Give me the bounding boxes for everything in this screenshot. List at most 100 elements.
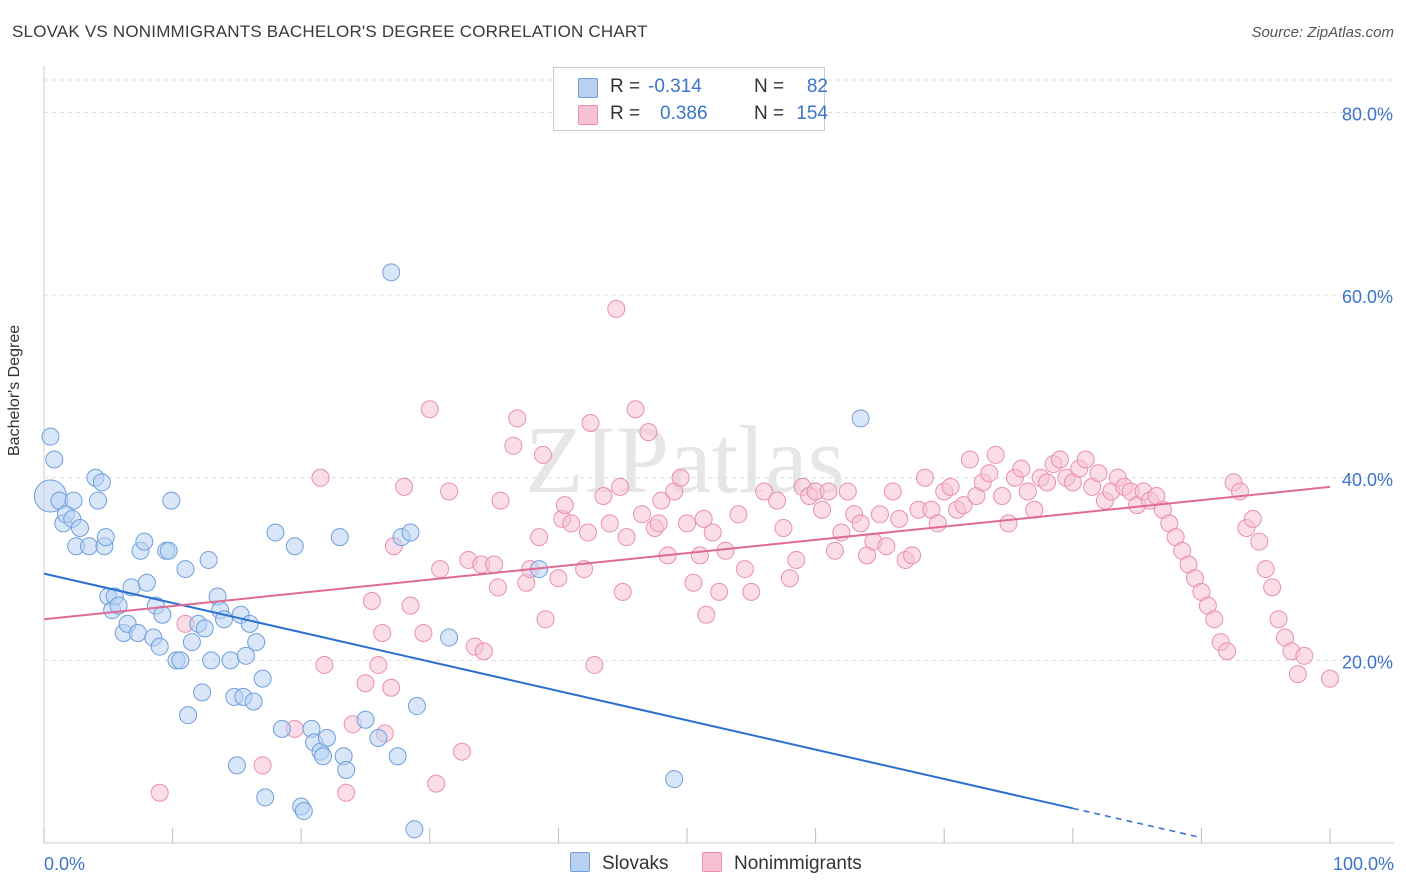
slovaks-trend-extension [1072,807,1202,839]
nonimmigrants-point [697,605,716,624]
slovaks-trend-line [43,572,1074,810]
bottom-legend-slovaks: Slovaks [570,852,669,876]
nonimmigrants-point [452,742,471,761]
slovaks-point [253,669,272,688]
nonimmigrants-point [1250,532,1269,551]
bottom-legend-label-slovaks: Slovaks [602,853,669,874]
slovaks-point [221,651,240,670]
nonimmigrants-point [562,514,581,533]
nonimmigrants-point [1012,459,1031,478]
bottom-legend-nonimmigrants: Nonimmigrants [702,852,862,876]
slovaks-point [227,756,246,775]
slovaks-point [665,770,684,789]
nonimmigrants-point [825,541,844,560]
nonimmigrants-point [150,783,169,802]
slovaks-point [247,633,266,652]
legend-n-label: N = [754,76,785,97]
slovaks-point [401,523,420,542]
nonimmigrants-trend-line [43,485,1331,621]
slovaks-point [182,633,201,652]
nonimmigrants-point [1025,500,1044,519]
slovaks-point [162,491,181,510]
nonimmigrants-point [611,477,630,496]
legend-r-value: 0.386 [660,103,708,124]
nonimmigrants-point [555,496,574,515]
nonimmigrants-point [626,400,645,419]
nonimmigrants-point [993,487,1012,506]
slovaks-point [89,491,108,510]
nonimmigrants-point [787,550,806,569]
slovaks-point [317,728,336,747]
nonimmigrants-point [491,491,510,510]
slovaks-point [150,637,169,656]
nonimmigrants-point [607,299,626,318]
legend-box: R = -0.314 N = 82 R = 0.386 N = 154 [553,67,828,131]
nonimmigrants-point [549,569,568,588]
slovaks-point [179,706,198,725]
legend-n-value: 154 [796,103,828,124]
nonimmigrants-points [150,299,1339,802]
nonimmigrants-point [690,546,709,565]
nonimmigrants-point [395,477,414,496]
nonimmigrants-point [431,560,450,579]
nonimmigrants-point [649,514,668,533]
slovaks-point [71,518,90,537]
slovaks-point [330,528,349,547]
slovaks-point [314,747,333,766]
y-tick-label: 40.0% [1342,470,1393,490]
y-tick-label: 20.0% [1342,652,1393,672]
nonimmigrants-point [581,413,600,432]
nonimmigrants-point [1038,473,1057,492]
slovaks-point [159,541,178,560]
nonimmigrants-point [1050,450,1069,469]
nonimmigrants-point [928,514,947,533]
nonimmigrants-point [710,582,729,601]
nonimmigrants-point [729,505,748,524]
slovaks-point [176,560,195,579]
nonimmigrants-point [1076,450,1095,469]
nonimmigrants-point [774,518,793,537]
slovaks-point [153,605,172,624]
nonimmigrants-point [508,409,527,428]
nonimmigrants-point [362,592,381,611]
nonimmigrants-point [742,582,761,601]
slovaks-point [294,802,313,821]
slovaks-point [195,619,214,638]
legend-swatch-slovaks [578,78,598,98]
nonimmigrants-point [694,509,713,528]
nonimmigrants-point [594,487,613,506]
y-tick-label: 80.0% [1342,105,1393,125]
slovaks-point [337,760,356,779]
nonimmigrants-point [1321,669,1339,688]
nonimmigrants-point [1018,482,1037,501]
nonimmigrants-point [1256,560,1275,579]
nonimmigrants-point [373,623,392,642]
nonimmigrants-point [533,445,552,464]
nonimmigrants-point [382,678,401,697]
nonimmigrants-point [755,482,774,501]
slovaks-point [92,473,111,492]
nonimmigrants-point [485,555,504,574]
nonimmigrants-point [1205,610,1224,629]
nonimmigrants-point [420,400,439,419]
nonimmigrants-point [474,642,493,661]
slovaks-point [96,528,115,547]
nonimmigrants-point [315,655,334,674]
nonimmigrants-point [337,783,356,802]
slovaks-point [45,450,64,469]
nonimmigrants-point [890,509,909,528]
nonimmigrants-point [877,537,896,556]
slovaks-point [388,747,407,766]
nonimmigrants-point [617,528,636,547]
nonimmigrants-point [838,482,857,501]
nonimmigrants-point [652,491,671,510]
nonimmigrants-point [356,674,375,693]
bottom-legend-swatch-nonimmigrants [702,852,722,872]
slovaks-point [851,409,870,428]
nonimmigrants-point [684,573,703,592]
nonimmigrants-point [1218,642,1237,661]
slovaks-point [171,651,190,670]
nonimmigrants-point [536,610,555,629]
slovaks-point [137,573,156,592]
nonimmigrants-point [671,468,690,487]
